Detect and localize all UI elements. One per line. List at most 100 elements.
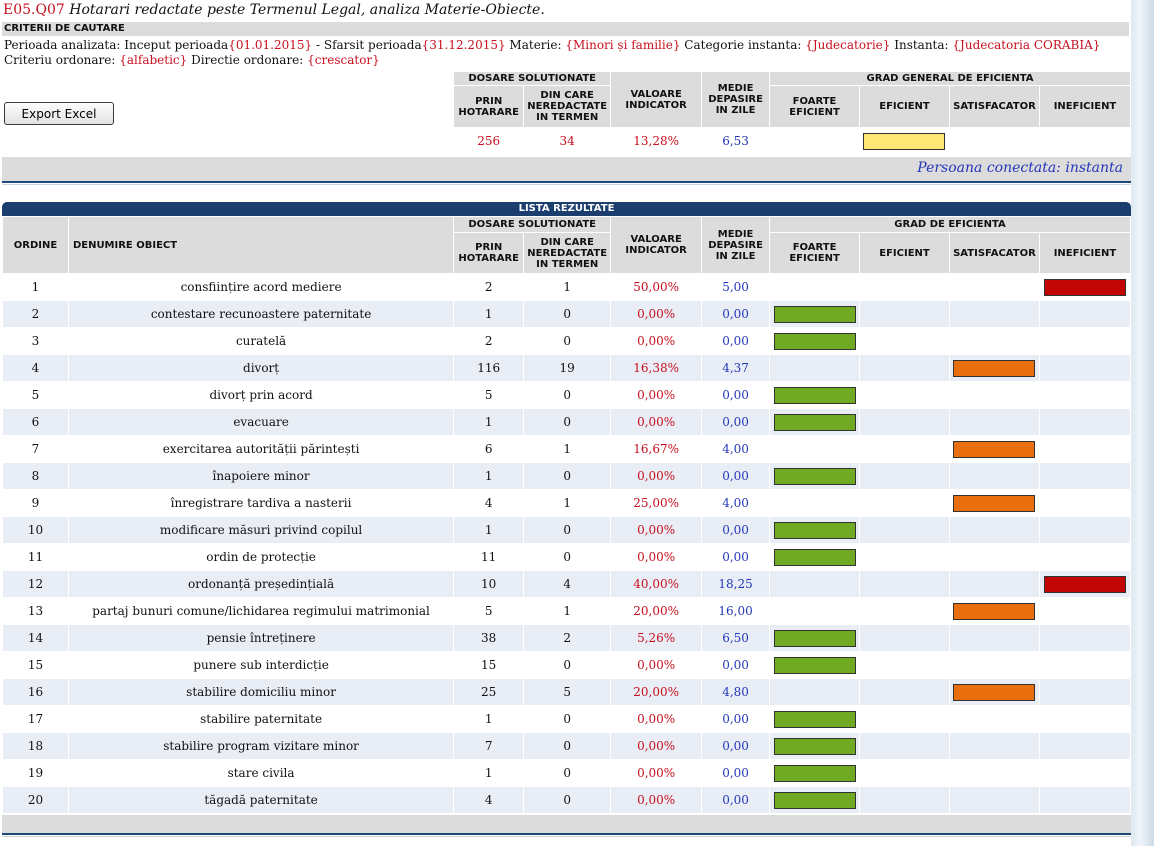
cell-prin: 11	[453, 543, 525, 571]
cell-ordine: 3	[2, 327, 69, 355]
cell-valoare: 20,00%	[610, 678, 703, 706]
cell-valoare: 5,26%	[610, 624, 703, 652]
cell-grade-satisfacator	[948, 543, 1040, 571]
cell-grade-ineficient	[1038, 435, 1132, 463]
cell-din-care: 0	[523, 759, 612, 787]
cell-din-care: 2	[523, 624, 612, 652]
cell-denumire: modificare măsuri privind copilul	[67, 516, 455, 544]
cell-grade-satisfacator	[948, 354, 1040, 382]
cell-denumire: tăgadă paternitate	[67, 786, 455, 814]
cell-grade-eficient	[859, 381, 950, 409]
cell-denumire: stabilire paternitate	[67, 705, 455, 733]
cell-prin: 2	[453, 327, 525, 355]
header-dosare: DOSARE SOLUTIONATE	[453, 216, 612, 233]
cell-ordine: 2	[2, 300, 69, 328]
cell-grade-eficient	[859, 597, 950, 625]
label-end: - Sfarsit perioada	[312, 38, 422, 52]
cell-medie: 0,00	[701, 759, 771, 787]
label-categorie: Categorie instanta:	[680, 38, 806, 52]
table-row: 11 ordin de protecție 11 0 0,00% 0,00	[2, 543, 1132, 571]
cell-grade-eficient	[859, 678, 950, 706]
header-eficient: EFICIENT	[859, 232, 950, 274]
cell-grade-eficient	[859, 273, 950, 301]
cell-medie: 0,00	[701, 327, 771, 355]
cell-denumire: evacuare	[67, 408, 455, 436]
cell-prin: 1	[453, 408, 525, 436]
cell-denumire: ordin de protecție	[67, 543, 455, 571]
cell-din-care: 0	[523, 408, 612, 436]
cell-valoare: 0,00%	[610, 759, 703, 787]
header-prin: PRIN HOTARARE	[453, 232, 525, 274]
header-grad: GRAD DE EFICIENTA	[769, 216, 1131, 233]
table-row: 7 exercitarea autorității părintești 6 1 16,…	[2, 435, 1132, 463]
cell-valoare: 0,00%	[610, 381, 703, 409]
grade-bar-foarte	[773, 386, 856, 404]
cell-prin: 1	[453, 516, 525, 544]
cell-grade-foarte	[769, 327, 861, 355]
table-row: 9 înregistrare tardiva a nasterii 4 1 25,00%…	[2, 489, 1132, 517]
cell-din-care: 1	[523, 435, 612, 463]
export-excel-button[interactable]: Export Excel	[4, 102, 114, 125]
results-body: 1 consființire acord mediere 2 1 50,00% 5,00 2…	[2, 273, 1132, 814]
grade-bar-satisfacator	[953, 683, 1036, 701]
cell-prin: 15	[453, 651, 525, 679]
cell-grade-eficient	[859, 300, 950, 328]
cell-din-care: 0	[523, 705, 612, 733]
label-instanta: Instanta:	[890, 38, 953, 52]
cell-medie: 18,25	[701, 570, 771, 598]
cell-ordine: 11	[2, 543, 69, 571]
table-row: 10 modificare măsuri privind copilul 1 0 0,0…	[2, 516, 1132, 544]
cell-denumire: partaj bunuri comune/lichidarea regimulu…	[67, 597, 455, 625]
cell-grade-eficient	[859, 759, 950, 787]
cell-prin: 25	[453, 678, 525, 706]
cell-grade-ineficient	[1038, 678, 1132, 706]
cell-grade-eficient	[859, 786, 950, 814]
value-start: {01.01.2015}	[228, 38, 313, 52]
cell-prin: 5	[453, 381, 525, 409]
cell-denumire: contestare recunoastere paternitate	[67, 300, 455, 328]
cell-valoare: 50,00%	[610, 273, 703, 301]
cell-grade-satisfacator	[948, 597, 1040, 625]
header-foarte: FOARTE EFICIENT	[769, 232, 861, 274]
table-row: 8 înapoiere minor 1 0 0,00% 0,00	[2, 462, 1132, 490]
cell-prin: 10	[453, 570, 525, 598]
cell-grade-eficient	[859, 651, 950, 679]
cell-grade-eficient	[859, 435, 950, 463]
header-ineficient: INEFICIENT	[1038, 232, 1132, 274]
grade-bar-foarte	[773, 656, 856, 674]
cell-grade-eficient	[859, 543, 950, 571]
cell-medie: 6,50	[701, 624, 771, 652]
cell-ordine: 19	[2, 759, 69, 787]
grade-bar-foarte	[773, 413, 856, 431]
grade-bar-foarte	[773, 305, 856, 323]
grade-bar-foarte	[773, 791, 856, 809]
grade-bar-ineficient	[1043, 575, 1126, 593]
table-row: 14 pensie întreținere 38 2 5,26% 6,50	[2, 624, 1132, 652]
cell-valoare: 0,00%	[610, 543, 703, 571]
cell-medie: 4,37	[701, 354, 771, 382]
summary-header-dosare: DOSARE SOLUTIONATE	[453, 71, 612, 86]
cell-grade-satisfacator	[948, 516, 1040, 544]
cell-prin: 4	[453, 489, 525, 517]
summary-header-prin: PRIN HOTARARE	[453, 85, 525, 128]
cell-grade-foarte	[769, 435, 861, 463]
cell-din-care: 4	[523, 570, 612, 598]
bottom-divider-thin	[2, 836, 1131, 837]
cell-grade-ineficient	[1038, 381, 1132, 409]
header-ordine: ORDINE	[2, 216, 69, 274]
cell-denumire: stabilire program vizitare minor	[67, 732, 455, 760]
table-row: 12 ordonanță președințială 10 4 40,00% 18,25	[2, 570, 1132, 598]
cell-grade-ineficient	[1038, 759, 1132, 787]
summary-blank	[1, 71, 455, 155]
cell-din-care: 0	[523, 462, 612, 490]
cell-medie: 0,00	[701, 732, 771, 760]
cell-grade-eficient	[859, 408, 950, 436]
cell-valoare: 0,00%	[610, 408, 703, 436]
label-materie: Materie:	[505, 38, 566, 52]
cell-ordine: 4	[2, 354, 69, 382]
cell-denumire: înapoiere minor	[67, 462, 455, 490]
cell-grade-ineficient	[1038, 489, 1132, 517]
cell-valoare: 0,00%	[610, 705, 703, 733]
table-row: 4 divorț 116 19 16,38% 4,37	[2, 354, 1132, 382]
cell-grade-satisfacator	[948, 678, 1040, 706]
